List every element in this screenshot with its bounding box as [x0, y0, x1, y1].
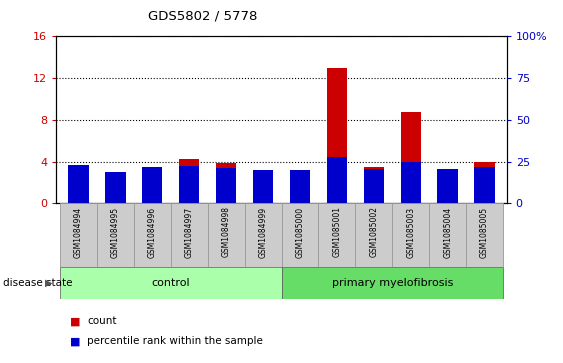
Bar: [400, 162, 421, 203]
Text: GSM1085003: GSM1085003: [406, 207, 415, 258]
Bar: [364, 169, 384, 203]
Text: GSM1085001: GSM1085001: [332, 207, 341, 257]
Text: GDS5802 / 5778: GDS5802 / 5778: [148, 9, 257, 22]
Bar: [142, 167, 163, 203]
Bar: [364, 167, 384, 203]
Bar: [437, 172, 458, 203]
Bar: [282, 203, 319, 267]
Text: GSM1084995: GSM1084995: [111, 207, 120, 258]
Bar: [60, 203, 97, 267]
Bar: [429, 203, 466, 267]
Bar: [179, 166, 199, 203]
Bar: [134, 203, 171, 267]
Bar: [282, 267, 503, 299]
Text: ■: ■: [70, 336, 81, 346]
Bar: [105, 180, 126, 203]
Bar: [355, 203, 392, 267]
Bar: [179, 159, 199, 203]
Text: ■: ■: [70, 316, 81, 326]
Bar: [327, 68, 347, 203]
Bar: [171, 203, 208, 267]
Text: GSM1085005: GSM1085005: [480, 207, 489, 258]
Bar: [319, 203, 355, 267]
Text: GSM1084999: GSM1084999: [258, 207, 267, 258]
Bar: [68, 165, 88, 203]
Bar: [253, 170, 273, 203]
Bar: [466, 203, 503, 267]
Text: GSM1084998: GSM1084998: [222, 207, 231, 257]
Bar: [290, 172, 310, 203]
Text: GSM1085004: GSM1085004: [443, 207, 452, 258]
Bar: [392, 203, 429, 267]
Bar: [208, 203, 244, 267]
Text: GSM1084994: GSM1084994: [74, 207, 83, 258]
Bar: [105, 172, 126, 203]
Bar: [475, 162, 495, 203]
Bar: [253, 172, 273, 203]
Bar: [216, 168, 236, 203]
Bar: [60, 267, 282, 299]
Bar: [290, 170, 310, 203]
Bar: [68, 167, 88, 203]
Text: GSM1084997: GSM1084997: [185, 207, 194, 258]
Text: percentile rank within the sample: percentile rank within the sample: [87, 336, 263, 346]
Bar: [244, 203, 282, 267]
Text: primary myelofibrosis: primary myelofibrosis: [332, 278, 453, 288]
Text: GSM1085002: GSM1085002: [369, 207, 378, 257]
Bar: [216, 163, 236, 203]
Bar: [97, 203, 134, 267]
Text: ▶: ▶: [45, 278, 52, 288]
Text: disease state: disease state: [3, 278, 72, 288]
Text: control: control: [151, 278, 190, 288]
Text: GSM1085000: GSM1085000: [296, 207, 305, 258]
Bar: [437, 169, 458, 203]
Bar: [400, 113, 421, 203]
Bar: [327, 156, 347, 203]
Text: GSM1084996: GSM1084996: [148, 207, 157, 258]
Bar: [142, 170, 163, 203]
Text: count: count: [87, 316, 117, 326]
Bar: [475, 167, 495, 203]
